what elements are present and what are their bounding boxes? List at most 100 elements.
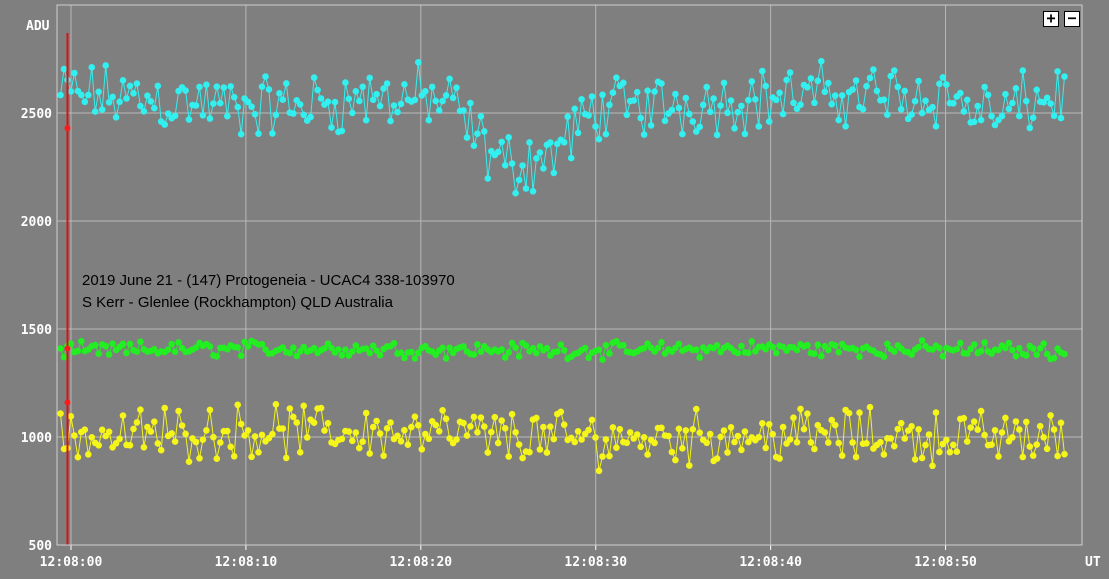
data-point	[383, 425, 391, 432]
data-point	[731, 125, 738, 132]
data-point	[891, 348, 898, 355]
data-point	[526, 139, 533, 146]
data-point	[682, 427, 690, 434]
data-point	[1047, 100, 1054, 107]
data-point	[501, 354, 509, 361]
data-point	[258, 83, 266, 90]
data-point	[300, 402, 308, 410]
data-point	[401, 354, 408, 362]
data-point	[866, 403, 874, 411]
data-point	[362, 116, 370, 124]
data-point	[501, 162, 509, 169]
data-point	[390, 339, 398, 347]
data-point	[571, 438, 578, 446]
data-point	[338, 352, 346, 359]
data-point	[755, 433, 763, 441]
data-point	[873, 87, 881, 95]
data-point	[557, 341, 565, 349]
data-point	[588, 416, 596, 424]
data-point	[342, 346, 349, 354]
data-point	[620, 341, 627, 349]
data-point	[550, 435, 558, 443]
data-point	[588, 93, 596, 100]
annotation-line-2: S Kerr - Glenlee (Rockhampton) QLD Austr…	[82, 294, 394, 311]
data-point	[303, 434, 311, 441]
data-point	[133, 419, 141, 426]
data-point	[390, 102, 398, 109]
data-point	[626, 429, 634, 436]
data-point	[772, 349, 780, 357]
data-point	[244, 98, 252, 106]
data-point	[974, 102, 981, 110]
data-point	[296, 101, 304, 108]
data-point	[533, 155, 540, 162]
data-point	[998, 429, 1006, 436]
data-point	[519, 454, 526, 462]
data-point	[185, 116, 193, 123]
data-point	[460, 343, 467, 350]
data-point	[807, 75, 815, 82]
data-point	[759, 67, 766, 75]
data-point	[376, 430, 384, 437]
y-axis-label: ADU	[26, 19, 50, 34]
data-point	[352, 88, 360, 95]
data-point	[71, 432, 78, 439]
data-point	[536, 149, 544, 156]
data-point	[1005, 105, 1013, 113]
data-point	[1043, 445, 1051, 453]
data-point	[574, 129, 582, 137]
data-point	[772, 96, 780, 104]
zoom-out-button[interactable]: −	[1064, 11, 1080, 27]
data-point	[321, 427, 328, 434]
data-point	[686, 110, 693, 118]
data-point	[804, 84, 811, 91]
data-point	[977, 116, 985, 124]
data-point	[272, 111, 280, 119]
data-point	[536, 446, 544, 453]
data-point	[352, 429, 360, 436]
data-point	[852, 77, 860, 84]
data-point	[366, 74, 374, 82]
data-point	[1033, 86, 1040, 94]
data-point	[911, 456, 919, 463]
data-point	[234, 401, 241, 409]
data-point	[505, 453, 512, 460]
data-point	[1036, 422, 1044, 430]
data-point	[880, 96, 888, 103]
y-tick-label: 500	[29, 539, 53, 554]
data-point	[974, 426, 981, 434]
data-point	[762, 82, 769, 90]
x-tick-label: 12:08:00	[40, 555, 103, 570]
data-point	[376, 102, 384, 110]
data-point	[349, 437, 356, 445]
data-point	[640, 434, 648, 441]
data-point	[157, 446, 165, 454]
data-point	[123, 95, 130, 102]
data-point	[439, 344, 446, 352]
x-tick-label: 12:08:20	[390, 555, 453, 570]
data-point	[217, 439, 224, 446]
data-point	[689, 426, 697, 433]
data-point	[210, 433, 217, 441]
data-point	[286, 349, 294, 357]
data-point	[696, 429, 703, 437]
data-point	[116, 98, 123, 106]
data-point	[112, 440, 120, 447]
data-point	[345, 428, 353, 435]
data-point	[237, 420, 245, 428]
data-point	[290, 413, 297, 421]
data-point	[1002, 414, 1009, 422]
zoom-in-button[interactable]: +	[1043, 11, 1059, 27]
data-point	[283, 80, 290, 87]
data-point	[133, 348, 141, 355]
data-point	[1005, 339, 1013, 347]
data-point	[564, 113, 571, 120]
annotation-line-1: 2019 June 21 - (147) Protogeneia - UCAC4…	[82, 272, 455, 289]
data-point	[74, 347, 82, 355]
data-point	[776, 89, 783, 97]
data-point	[241, 338, 248, 346]
data-point	[203, 81, 210, 88]
data-point	[1054, 68, 1061, 75]
series-0	[57, 57, 1068, 197]
